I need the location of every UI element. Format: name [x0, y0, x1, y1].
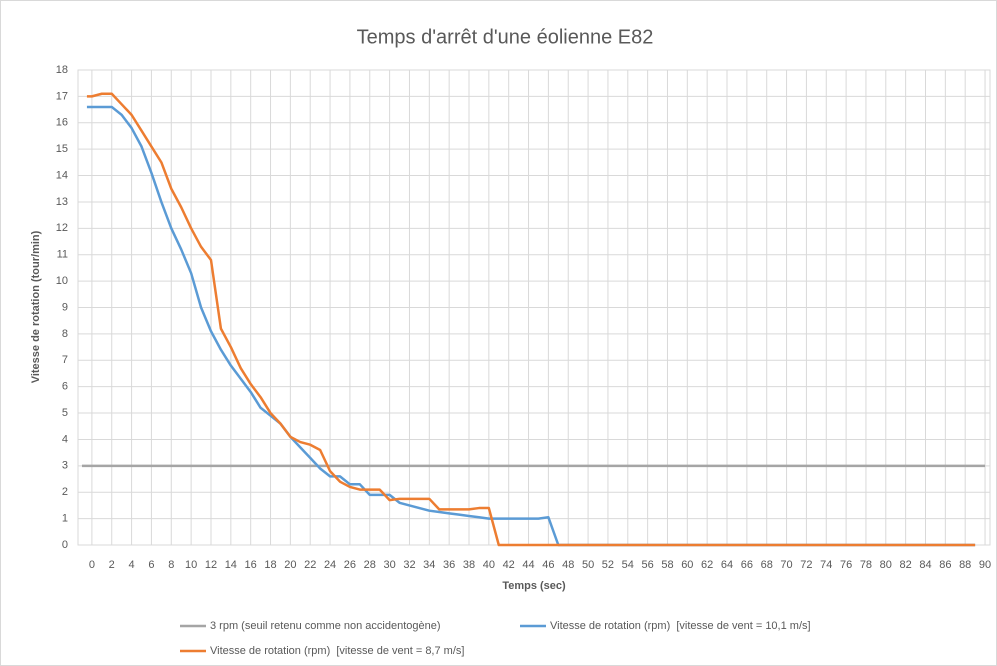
x-tick-label: 48 — [562, 559, 574, 571]
y-tick-label: 4 — [62, 433, 68, 445]
x-tick-label: 10 — [185, 559, 197, 571]
x-tick-label: 52 — [602, 559, 614, 571]
y-axis-title: Vitesse de rotation (tour/min) — [30, 230, 42, 383]
y-tick-label: 9 — [62, 301, 68, 313]
x-tick-label: 8 — [168, 559, 174, 571]
y-tick-label: 0 — [62, 539, 68, 551]
x-tick-label: 24 — [324, 559, 336, 571]
x-tick-label: 90 — [979, 559, 991, 571]
x-tick-label: 60 — [681, 559, 693, 571]
x-tick-label: 74 — [820, 559, 832, 571]
x-tick-label: 56 — [642, 559, 654, 571]
x-tick-label: 4 — [129, 559, 135, 571]
x-tick-label: 86 — [939, 559, 951, 571]
legend-label: Vitesse de rotation (rpm) [vitesse de ve… — [210, 645, 464, 657]
x-tick-label: 72 — [800, 559, 812, 571]
x-tick-label: 78 — [860, 559, 872, 571]
legend-label: 3 rpm (seuil retenu comme non accidentog… — [210, 620, 441, 632]
y-tick-label: 10 — [56, 275, 68, 287]
x-tick-label: 28 — [364, 559, 376, 571]
y-tick-label: 3 — [62, 460, 68, 472]
x-tick-label: 70 — [780, 559, 792, 571]
series-line — [86, 105, 976, 547]
y-tick-label: 11 — [57, 249, 68, 261]
x-tick-label: 0 — [89, 559, 95, 571]
x-tick-label: 58 — [661, 559, 673, 571]
x-tick-label: 22 — [304, 559, 316, 571]
x-tick-label: 38 — [463, 559, 475, 571]
x-tick-label: 50 — [582, 559, 594, 571]
x-tick-label: 16 — [245, 559, 257, 571]
x-tick-label: 68 — [761, 559, 773, 571]
x-tick-label: 14 — [225, 559, 237, 571]
x-tick-label: 46 — [542, 559, 554, 571]
x-tick-label: 80 — [880, 559, 892, 571]
y-tick-label: 8 — [62, 328, 68, 340]
x-tick-label: 62 — [701, 559, 713, 571]
y-tick-label: 14 — [56, 169, 68, 181]
x-tick-label: 34 — [423, 559, 435, 571]
y-tick-label: 2 — [62, 486, 68, 498]
x-axis-title: Temps (sec) — [502, 580, 566, 592]
y-tick-label: 15 — [56, 143, 68, 155]
chart-title: Temps d'arrêt d'une éolienne E82 — [357, 26, 654, 48]
x-tick-label: 54 — [622, 559, 634, 571]
y-tick-label: 17 — [56, 90, 68, 102]
y-tick-label: 12 — [56, 222, 68, 234]
y-tick-label: 5 — [62, 407, 68, 419]
x-tick-label: 82 — [900, 559, 912, 571]
x-tick-label: 20 — [284, 559, 296, 571]
x-tick-label: 36 — [443, 559, 455, 571]
x-tick-label: 18 — [264, 559, 276, 571]
x-tick-label: 6 — [148, 559, 154, 571]
x-tick-label: 40 — [483, 559, 495, 571]
x-tick-label: 42 — [503, 559, 515, 571]
series-line — [86, 92, 976, 547]
y-tick-label: 13 — [56, 196, 68, 208]
y-tick-label: 1 — [62, 513, 68, 525]
legend-label: Vitesse de rotation (rpm) [vitesse de ve… — [550, 620, 811, 632]
x-tick-label: 30 — [383, 559, 395, 571]
x-tick-label: 64 — [721, 559, 733, 571]
x-tick-label: 32 — [403, 559, 415, 571]
x-tick-label: 26 — [344, 559, 356, 571]
x-tick-label: 66 — [741, 559, 753, 571]
y-tick-label: 16 — [56, 117, 68, 129]
y-tick-label: 18 — [56, 64, 68, 76]
x-tick-label: 44 — [522, 559, 534, 571]
y-tick-label: 6 — [62, 381, 68, 393]
y-tick-label: 7 — [62, 354, 68, 366]
x-tick-label: 76 — [840, 559, 852, 571]
x-tick-label: 12 — [205, 559, 217, 571]
x-tick-label: 84 — [919, 559, 931, 571]
x-tick-label: 2 — [109, 559, 115, 571]
x-tick-label: 88 — [959, 559, 971, 571]
